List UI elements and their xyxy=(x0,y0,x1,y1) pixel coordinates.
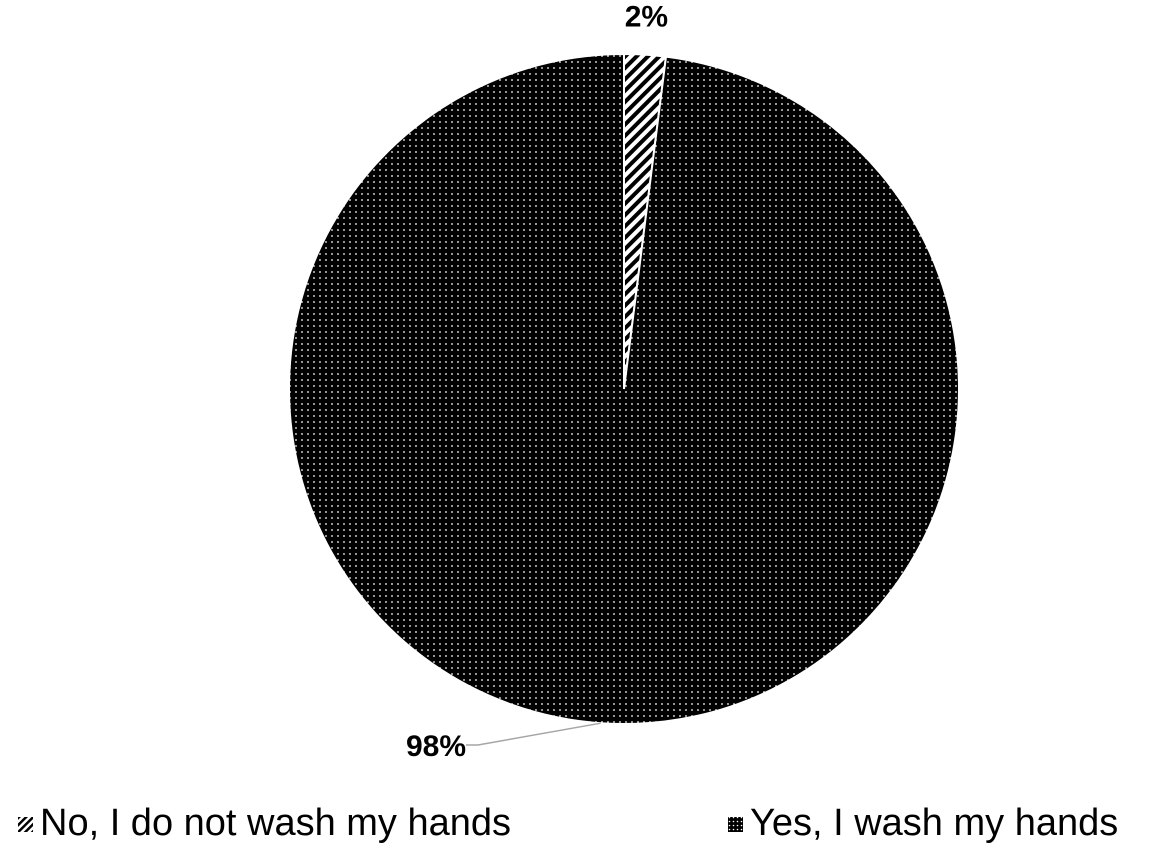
legend-swatch-no-i-do-not-wash-my-hands xyxy=(18,817,33,832)
legend-swatch-yes-i-wash-my-hands xyxy=(728,817,743,832)
pie-slices xyxy=(288,52,960,725)
leader-lines xyxy=(466,722,601,746)
data-labels: 2% 98% xyxy=(406,1,668,763)
legend-label-yes-i-wash-my-hands: Yes, I wash my hands xyxy=(750,802,1118,844)
leader-line-yes-i-wash-my-hands xyxy=(466,722,601,746)
legend: No, I do not wash my hands Yes, I wash my… xyxy=(18,802,1118,844)
data-label-no-i-do-not-wash-my-hands: 2% xyxy=(625,1,668,34)
pie-slice-yes-i-wash-my-hands xyxy=(288,52,960,725)
legend-label-no-i-do-not-wash-my-hands: No, I do not wash my hands xyxy=(40,802,511,844)
data-label-yes-i-wash-my-hands: 98% xyxy=(406,730,466,763)
